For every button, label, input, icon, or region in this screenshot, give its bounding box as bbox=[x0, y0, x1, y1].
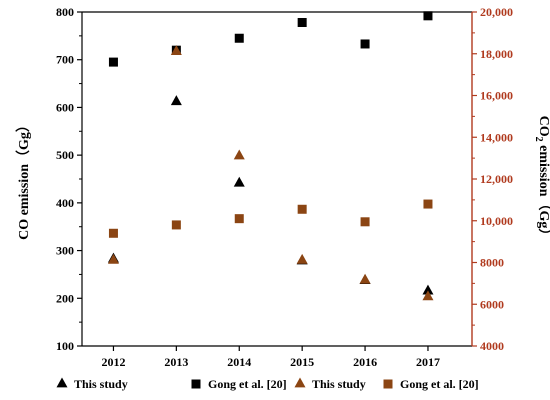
y-left-tick-label: 200 bbox=[56, 291, 74, 305]
co2-gong-point bbox=[171, 220, 181, 230]
y-right-tick-label: 8000 bbox=[480, 256, 504, 270]
y-axis-right: 4000 6000 8000 10,000 12,000 14,000 16,000 18,0… bbox=[472, 5, 550, 353]
legend-label: This study bbox=[74, 377, 128, 391]
legend-marker-triangle bbox=[294, 377, 306, 388]
y-left-tick-label: 400 bbox=[56, 196, 74, 210]
co-gong-point bbox=[108, 57, 118, 67]
x-tick-label: 2013 bbox=[164, 355, 188, 369]
y-right-tick-label: 18,000 bbox=[480, 47, 513, 61]
x-axis: 2012 2013 2014 2015 2016 2017 bbox=[101, 346, 440, 369]
y-left-tick-label: 300 bbox=[56, 244, 74, 258]
co-gong-point bbox=[297, 17, 307, 27]
co-this-study-point bbox=[233, 176, 245, 187]
y-left-tick-label: 100 bbox=[56, 339, 74, 353]
x-tick-label: 2017 bbox=[416, 355, 440, 369]
y-right-tick-label: 4000 bbox=[480, 339, 504, 353]
co-gong-point bbox=[423, 11, 433, 21]
y-left-tick-label: 600 bbox=[56, 100, 74, 114]
co2-gong-point bbox=[423, 199, 433, 209]
plot-area bbox=[81, 11, 473, 347]
co2-gong-point bbox=[360, 217, 370, 227]
x-tick-label: 2012 bbox=[101, 355, 125, 369]
data-markers bbox=[107, 11, 434, 301]
y-left-tick-label: 500 bbox=[56, 148, 74, 162]
legend-marker-triangle bbox=[56, 377, 68, 388]
legend-marker-square bbox=[191, 379, 201, 389]
legend-label: Gong et al. [20] bbox=[208, 377, 287, 391]
co-this-study-point bbox=[422, 284, 434, 295]
co2-gong-point bbox=[234, 214, 244, 224]
y-right-title-prefix: CO bbox=[536, 116, 550, 137]
y-left-axis-title: CO emission（Gg） bbox=[16, 118, 32, 240]
y-left-tick-label: 700 bbox=[56, 53, 74, 67]
co2-this-study-point bbox=[233, 149, 245, 160]
y-axis-left: 100 200 300 400 500 600 700 800 CO emission（Gg） bbox=[16, 5, 82, 353]
co2-gong-point bbox=[297, 204, 307, 214]
y-left-tick-label: 800 bbox=[56, 5, 74, 19]
y-right-title-subscript: 2 bbox=[533, 137, 544, 142]
co2-this-study-point bbox=[422, 290, 434, 301]
y-right-tick-label: 16,000 bbox=[480, 89, 513, 103]
y-right-title-suffix: emission（Gg） bbox=[536, 142, 550, 243]
co2-gong-point bbox=[108, 228, 118, 238]
legend-marker-square bbox=[383, 379, 393, 389]
y-right-tick-label: 12,000 bbox=[480, 172, 513, 186]
y-right-tick-label: 20,000 bbox=[480, 5, 513, 19]
x-tick-label: 2016 bbox=[353, 355, 377, 369]
co2-this-study-point bbox=[359, 273, 371, 284]
co-this-study-point bbox=[170, 95, 182, 106]
y-right-tick-label: 10,000 bbox=[480, 214, 513, 228]
co2-this-study-point bbox=[170, 45, 182, 56]
co-gong-point bbox=[360, 39, 370, 49]
y-right-tick-label: 6000 bbox=[480, 297, 504, 311]
co-gong-point bbox=[234, 33, 244, 43]
co2-this-study-point bbox=[296, 253, 308, 264]
co2-this-study-point bbox=[107, 253, 119, 264]
legend-label: Gong et al. [20] bbox=[400, 377, 479, 391]
y-right-tick-label: 14,000 bbox=[480, 130, 513, 144]
x-tick-label: 2014 bbox=[227, 355, 251, 369]
legend-label: This study bbox=[312, 377, 366, 391]
y-right-axis-title: CO2 emission（Gg） bbox=[533, 116, 550, 243]
x-tick-label: 2015 bbox=[290, 355, 314, 369]
legend: This study Gong et al. [20] This study Gong… bbox=[56, 377, 479, 391]
